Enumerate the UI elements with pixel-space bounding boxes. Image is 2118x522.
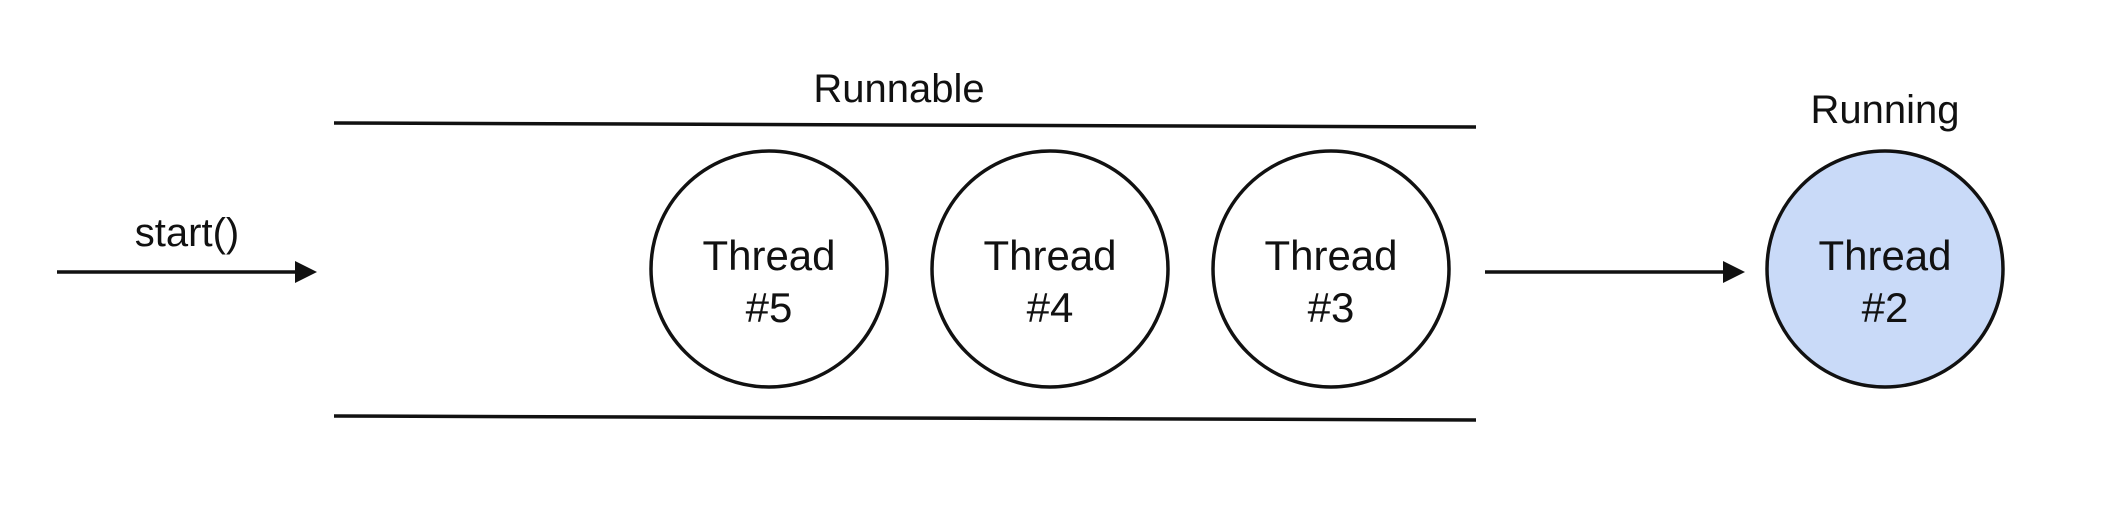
- runnable-label: Runnable: [813, 67, 984, 111]
- queue-top-rail: [333, 121, 1477, 129]
- queue-bottom-rail: [333, 414, 1477, 422]
- queue-thread-node: Thread #3: [1211, 149, 1451, 389]
- queue-thread-node: Thread #5: [649, 149, 889, 389]
- queue-thread-number: #4: [1027, 284, 1074, 331]
- running-label: Running: [1810, 88, 1959, 132]
- queue-thread-name: Thread: [702, 232, 835, 279]
- start-arrow: [57, 261, 317, 283]
- start-arrow-head: [295, 261, 317, 283]
- running-thread-name: Thread: [1818, 232, 1951, 279]
- queue-thread-number: #5: [746, 284, 793, 331]
- queue-thread-circle: [649, 149, 889, 389]
- queue-thread-name: Thread: [1264, 232, 1397, 279]
- queue-thread-node: Thread #4: [930, 149, 1170, 389]
- running-thread-circle: [1765, 149, 2005, 389]
- queue-thread-name: Thread: [983, 232, 1116, 279]
- running-thread-node: Thread #2: [1765, 149, 2005, 389]
- queue-thread-number: #3: [1308, 284, 1355, 331]
- queue-thread-circle: [1211, 149, 1451, 389]
- dispatch-arrow-head: [1723, 261, 1745, 283]
- queue-thread-circle: [930, 149, 1170, 389]
- dispatch-arrow: [1485, 261, 1745, 283]
- running-thread-number: #2: [1862, 284, 1909, 331]
- runnable-queue: Thread #5 Thread #4 Thread #3: [333, 121, 1477, 422]
- start-label: start(): [135, 211, 239, 255]
